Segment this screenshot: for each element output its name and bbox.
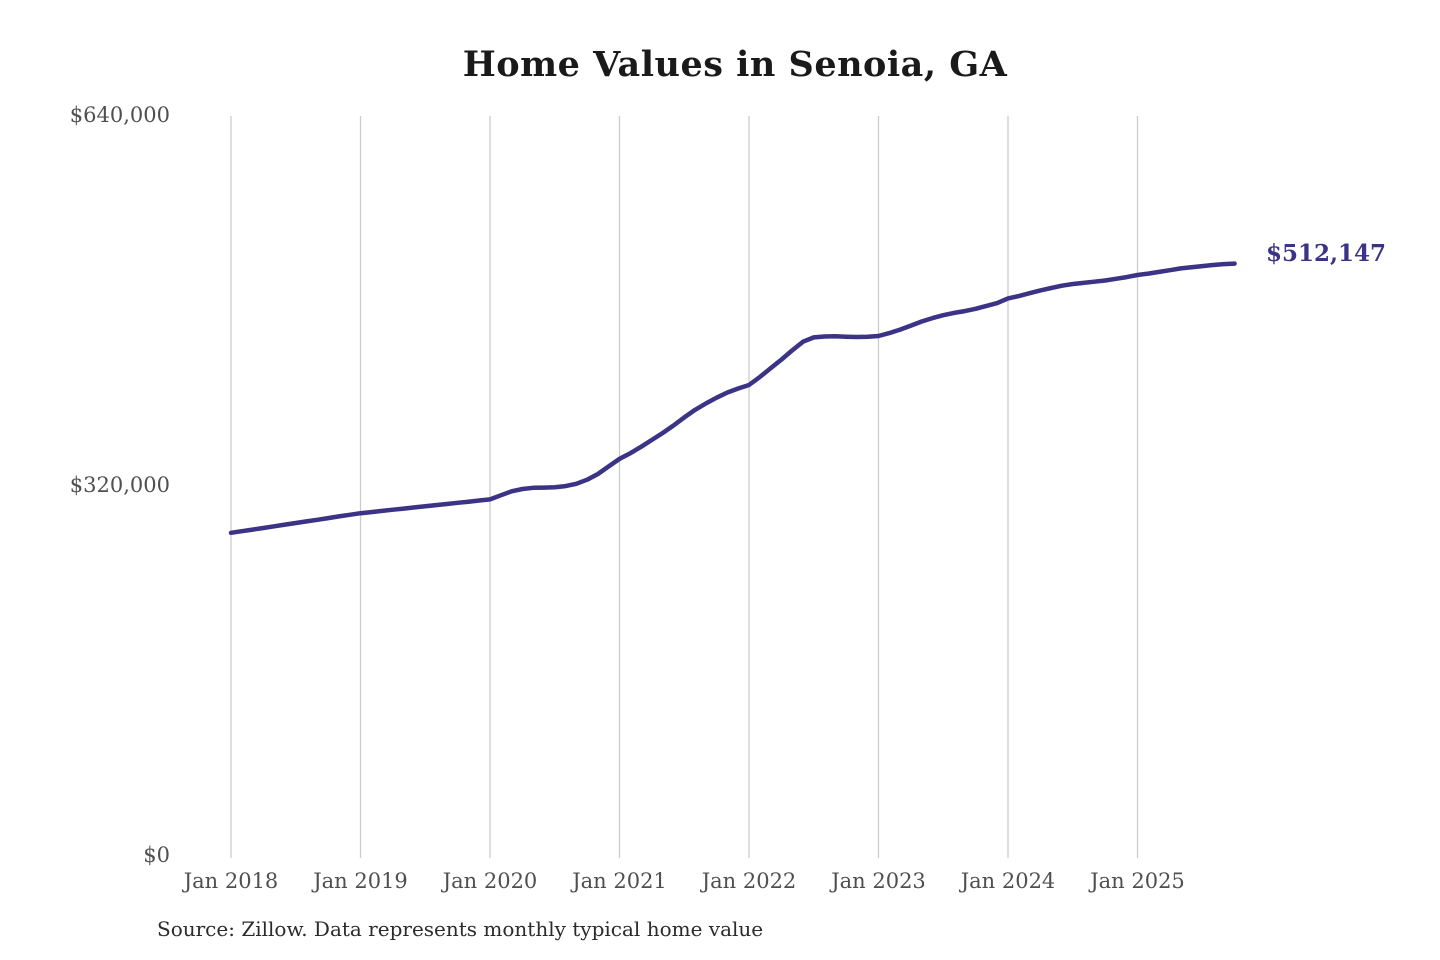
chart-title: Home Values in Senoia, GA	[462, 44, 1008, 85]
source-note: Source: Zillow. Data represents monthly …	[157, 917, 764, 941]
latest-value-label: $512,147	[1266, 240, 1387, 267]
x-axis-tick-2022: Jan 2022	[701, 869, 797, 893]
x-axis-tick-2018: Jan 2018	[183, 869, 279, 893]
y-axis-tick-0: $0	[143, 843, 170, 867]
x-axis-tick-2020: Jan 2020	[442, 869, 538, 893]
x-axis-tick-2023: Jan 2023	[831, 869, 926, 893]
x-axis-tick-2024: Jan 2024	[960, 869, 1056, 893]
y-axis-tick-640k: $640,000	[69, 103, 170, 127]
x-axis-tick-2019: Jan 2019	[313, 869, 408, 893]
x-axis-tick-2021: Jan 2021	[572, 869, 667, 893]
x-axis-tick-2025: Jan 2025	[1090, 869, 1185, 893]
home-value-line-series	[228, 261, 1237, 536]
y-axis-tick-320k: $320,000	[69, 473, 170, 497]
